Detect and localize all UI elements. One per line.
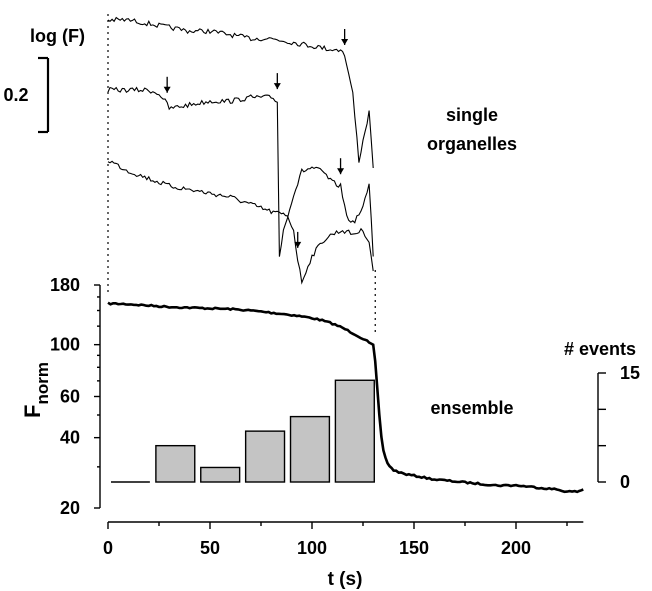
events-bar	[334, 379, 375, 483]
y-tick-label: 180	[50, 275, 80, 295]
ensemble-trace	[107, 301, 584, 494]
log-f-scale-bar	[38, 56, 50, 134]
y-tick-label: 100	[50, 335, 80, 355]
y-tick-label: 60	[60, 387, 80, 407]
single-organelle-traces	[107, 14, 376, 335]
y-axis-label-subscript: norm	[33, 362, 52, 405]
ensemble-label: ensemble	[430, 398, 513, 418]
event-arrowhead	[337, 168, 345, 175]
events-bar	[289, 415, 331, 483]
scale-bar-label: 0.2	[3, 85, 28, 105]
ensemble-line	[107, 301, 584, 494]
organelle-trace	[107, 16, 374, 169]
event-arrowhead	[273, 83, 281, 90]
x-tick-label: 200	[501, 538, 531, 558]
events-axis-tick-label: 15	[620, 363, 640, 383]
x-tick-label: 50	[200, 538, 220, 558]
event-arrowhead	[163, 86, 171, 93]
log-f-label: log (F)	[30, 26, 85, 46]
events-bars	[111, 379, 375, 483]
x-axis-label: t (s)	[328, 569, 363, 590]
ensemble-axes: 20 40 60 100 180 0 50 100 150 200 0 15	[50, 275, 640, 558]
single-organelles-label-line2: organelles	[427, 134, 517, 154]
svg-text:Fnorm: Fnorm	[20, 362, 52, 418]
y-tick-label: 40	[60, 428, 80, 448]
x-tick-label: 0	[103, 538, 113, 558]
events-axis-tick-label: 0	[620, 472, 630, 492]
x-tick-label: 150	[399, 538, 429, 558]
events-bar	[155, 444, 196, 483]
event-arrowhead	[341, 39, 349, 45]
y-tick-label: 20	[60, 498, 80, 518]
event-arrowhead	[294, 241, 302, 248]
single-organelles-label-line1: single	[446, 105, 498, 125]
events-axis-label: # events	[564, 339, 636, 359]
events-bar	[200, 466, 241, 483]
y-axis-label-group: Fnorm	[20, 362, 52, 418]
events-bar	[244, 430, 286, 483]
organelle-trace	[107, 160, 374, 285]
organelle-trace	[107, 86, 374, 257]
y-axis-label: F	[20, 405, 45, 418]
x-tick-label: 100	[297, 538, 327, 558]
